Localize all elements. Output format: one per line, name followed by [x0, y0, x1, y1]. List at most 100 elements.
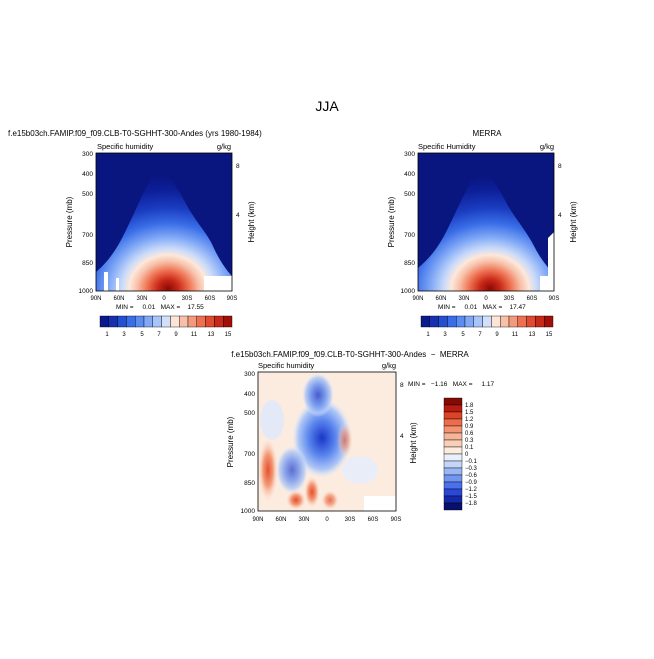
colorbar-swatch [544, 315, 554, 328]
colorbar-label: −0.3 [465, 466, 478, 472]
colorbar-label: 11 [191, 332, 198, 338]
x-tick-label: 60N [113, 296, 124, 302]
y-axis: 300 400 500 700 850 1000 [401, 151, 416, 295]
x-tick-label: 30S [182, 296, 193, 302]
colorbar-labels: 1.81.51.20.90.60.30.10−0.1−0.3−0.6−0.9−1… [465, 403, 478, 507]
x-tick-label: 90S [391, 517, 402, 523]
y-axis: 300 400 500 700 850 1000 [241, 371, 256, 515]
colorbar-swatch [447, 315, 457, 328]
colorbar-label: 3 [443, 332, 447, 338]
colorbar-swatch [443, 411, 463, 420]
colorbar-swatch [473, 315, 483, 328]
y-axis: 300 400 500 700 850 1000 [79, 151, 94, 295]
y-axis-right: 8 4 [558, 163, 562, 219]
y-tick-label: 1000 [401, 288, 416, 295]
colorbar-swatch [108, 315, 118, 328]
panel-subtitle-left: Specific Humidity [418, 142, 476, 151]
colorbar-label: −0.6 [465, 473, 478, 479]
colorbar-label: 1 [426, 332, 430, 338]
x-tick-label: 60S [368, 517, 379, 523]
colorbar-label: −1.5 [465, 494, 478, 500]
y-axis-right: 8 4 [236, 163, 240, 219]
panel-title: f.e15b03ch.FAMIP.f09_f09.CLB-T0-SGHHT-30… [231, 350, 469, 359]
colorbar-swatch [443, 467, 463, 476]
panel-subtitle-right: g/kg [540, 142, 554, 151]
colorbar-swatch [517, 315, 527, 328]
panel-subtitle-left: Specific humidity [258, 361, 315, 370]
colorbar-label: 5 [140, 332, 144, 338]
colorbar-swatch [117, 315, 127, 328]
panel-title: f.e15b03ch.FAMIP.f09_f09.CLB-T0-SGHHT-30… [8, 129, 262, 138]
x-tick-label: 90N [252, 517, 263, 523]
stats-label: MIN = 0.01 MAX = 17.55 [116, 304, 204, 311]
panel-subtitle-right: g/kg [382, 361, 396, 370]
y-tick-label: 500 [82, 191, 93, 198]
x-tick-label: 30S [504, 296, 515, 302]
y-axis-right-label: Height (km) [569, 201, 578, 243]
missing-data [364, 496, 396, 511]
x-axis: 90N 60N 30N 0 30S 60S 90S [252, 517, 401, 523]
colorbar-label: −1.2 [465, 487, 478, 493]
x-axis: 90N 60N 30N 0 30S 60S 90S [412, 296, 559, 302]
panel-difference: f.e15b03ch.FAMIP.f09_f09.CLB-T0-SGHHT-30… [226, 350, 495, 523]
y-tick-label: 700 [404, 232, 415, 239]
colorbar [443, 397, 463, 511]
colorbar [99, 315, 233, 328]
colorbar-swatch [205, 315, 215, 328]
colorbar-swatch [178, 315, 189, 328]
stats-label: MIN = 0.01 MAX = 17.47 [438, 304, 526, 311]
panel-model: f.e15b03ch.FAMIP.f09_f09.CLB-T0-SGHHT-30… [8, 129, 262, 338]
colorbar-label: 1.8 [465, 403, 474, 409]
colorbar-labels: 1 3 5 7 9 11 13 15 [426, 332, 553, 338]
colorbar-swatch [443, 502, 463, 511]
height-tick-label: 8 [558, 163, 562, 170]
colorbar-label: 15 [546, 332, 553, 338]
y-tick-label: 300 [82, 151, 93, 158]
colorbar-swatch [443, 481, 463, 490]
colorbar-swatch [420, 315, 431, 328]
colorbar-label: 1.5 [465, 410, 474, 416]
missing-data [540, 232, 554, 291]
height-tick-label: 4 [400, 433, 404, 440]
colorbar-label: −0.1 [465, 459, 478, 465]
colorbar-swatch [464, 315, 475, 328]
height-tick-label: 8 [400, 382, 404, 389]
x-tick-label: 0 [325, 517, 329, 523]
x-tick-label: 30N [458, 296, 469, 302]
y-tick-label: 500 [244, 410, 255, 417]
x-tick-label: 0 [484, 296, 488, 302]
colorbar-label: −0.9 [465, 480, 478, 486]
plot-area [417, 152, 555, 292]
x-tick-label: 60S [527, 296, 538, 302]
colorbar-label: −1.8 [465, 501, 478, 507]
y-axis-label: Pressure (mb) [387, 196, 396, 247]
panel-title: MERRA [473, 129, 503, 138]
y-tick-label: 700 [82, 232, 93, 239]
colorbar-swatch [443, 474, 463, 483]
humidity-field [96, 170, 232, 291]
y-tick-label: 500 [404, 191, 415, 198]
colorbar-label: 0.9 [465, 424, 474, 430]
panel-subtitle-right: g/kg [217, 142, 231, 151]
colorbar-label: 0.1 [465, 445, 474, 451]
colorbar-label: 1 [105, 332, 109, 338]
y-axis-label: Pressure (mb) [65, 196, 74, 247]
colorbar-label: 13 [208, 332, 215, 338]
plot-area [95, 152, 233, 292]
y-axis-right-label: Height (km) [247, 201, 256, 243]
colorbar-swatch [443, 495, 463, 504]
colorbar-label: 5 [461, 332, 465, 338]
colorbar-swatch [526, 315, 536, 328]
colorbar-label: 1.2 [465, 417, 474, 423]
colorbar-swatch [443, 460, 463, 469]
height-tick-label: 4 [558, 212, 562, 219]
height-tick-label: 8 [236, 163, 240, 170]
x-tick-label: 60N [435, 296, 446, 302]
panel-merra: MERRA Specific Humidity g/kg 300 400 500… [387, 129, 578, 338]
x-tick-label: 90S [549, 296, 560, 302]
colorbar-swatch [152, 315, 162, 328]
x-axis: 90N 60N 30N 0 30S 60S 90S [90, 296, 237, 302]
y-tick-label: 400 [82, 171, 93, 178]
y-tick-label: 700 [244, 451, 255, 458]
